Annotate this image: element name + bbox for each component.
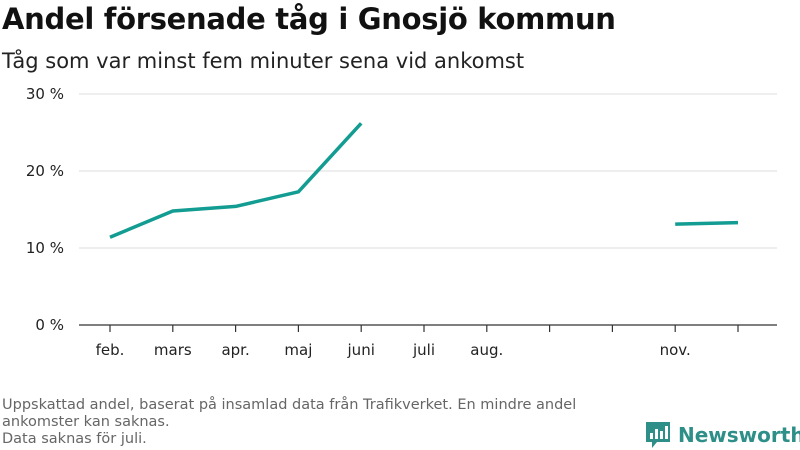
x-tick-label: juli	[412, 341, 435, 359]
x-tick-label: nov.	[660, 341, 691, 359]
x-tick-label: feb.	[96, 341, 125, 359]
series-line	[109, 122, 363, 239]
x-tick-label: aug.	[470, 341, 503, 359]
y-tick-label: 10 %	[26, 239, 64, 257]
x-tick-label: mars	[154, 341, 192, 359]
footnote-line-2: ankomster kan saknas.	[2, 414, 170, 430]
series-line	[675, 220, 739, 226]
newsworthy-logo-text: Newsworthy	[678, 423, 800, 447]
newsworthy-logo: Newsworthy	[645, 421, 800, 449]
y-tick-label: 0 %	[35, 316, 64, 334]
x-tick-label: apr.	[221, 341, 249, 359]
footnote-line-3: Data saknas för juli.	[2, 431, 147, 447]
y-tick-label: 20 %	[26, 162, 64, 180]
x-tick-label: maj	[284, 341, 312, 359]
footnote: Uppskattad andel, baserat på insamlad da…	[2, 397, 642, 448]
footnote-line-1: Uppskattad andel, baserat på insamlad da…	[2, 397, 577, 413]
newsworthy-chart-logo-icon	[646, 422, 670, 448]
chart-subtitle: Tåg som var minst fem minuter sena vid a…	[2, 49, 525, 73]
x-tick-label: juni	[347, 341, 375, 359]
chart-title: Andel försenade tåg i Gnosjö kommun	[2, 2, 616, 36]
line-chart: 0 % 10 % 20 % 30 % feb. mars apr. maj juni juli au…	[26, 85, 777, 359]
y-tick-label: 30 %	[26, 85, 64, 103]
